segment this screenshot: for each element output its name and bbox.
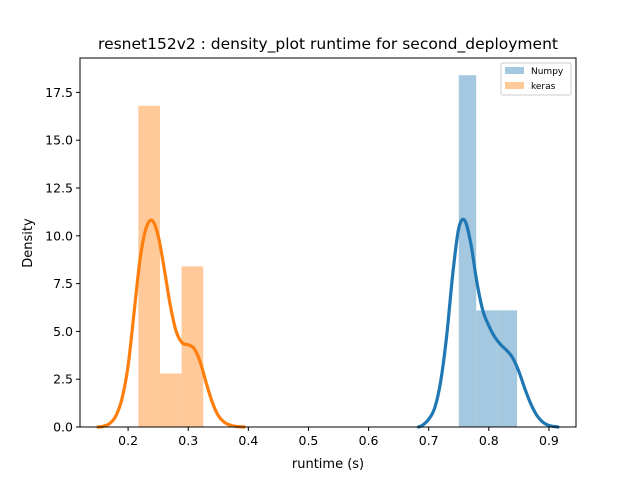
kde-curve-keras	[96, 218, 246, 429]
kde-curve-numpy	[416, 217, 560, 429]
y-tick-label: 0.0	[53, 420, 73, 435]
hist-bar-keras-1	[159, 373, 182, 427]
x-tick-label: 0.7	[419, 433, 439, 448]
x-tick-label: 0.4	[238, 433, 258, 448]
y-tick-label: 2.5	[53, 372, 73, 387]
y-axis-label: Density	[21, 218, 36, 268]
legend-label-keras: keras	[531, 82, 556, 92]
x-axis: 0.2 0.3 0.4 0.5 0.6 0.7 0.8 0.9	[118, 427, 559, 448]
hist-bar-keras-0	[138, 105, 160, 428]
y-tick-label: 12.5	[45, 181, 73, 196]
x-tick-label: 0.3	[178, 433, 198, 448]
x-tick-label: 0.6	[359, 433, 379, 448]
legend: Numpy keras	[500, 62, 572, 96]
x-axis-label: runtime (s)	[292, 457, 364, 472]
y-tick-label: 15.0	[45, 133, 73, 148]
x-tick-label: 0.2	[118, 433, 138, 448]
hist-bar-numpy-0	[458, 75, 477, 428]
legend-swatch-keras	[505, 82, 524, 89]
legend-swatch-numpy	[505, 67, 524, 74]
plot-marks	[96, 75, 560, 429]
y-tick-label: 10.0	[45, 228, 73, 243]
plot-frame	[79, 57, 577, 428]
x-tick-label: 0.8	[479, 433, 499, 448]
x-tick-label: 0.5	[299, 433, 319, 448]
hist-bar-numpy-1	[476, 310, 498, 427]
hist-bar-numpy-2	[497, 310, 518, 427]
y-axis: 0.0 2.5 5.0 7.5 10.0 12.5 15.0 17.5	[45, 85, 80, 435]
x-tick-label: 0.9	[539, 433, 559, 448]
legend-label-numpy: Numpy	[531, 67, 564, 77]
y-tick-label: 5.0	[53, 324, 73, 339]
chart-title: resnet152v2 : density_plot runtime for s…	[98, 35, 558, 54]
y-tick-label: 17.5	[45, 85, 73, 100]
y-tick-label: 7.5	[53, 276, 73, 291]
